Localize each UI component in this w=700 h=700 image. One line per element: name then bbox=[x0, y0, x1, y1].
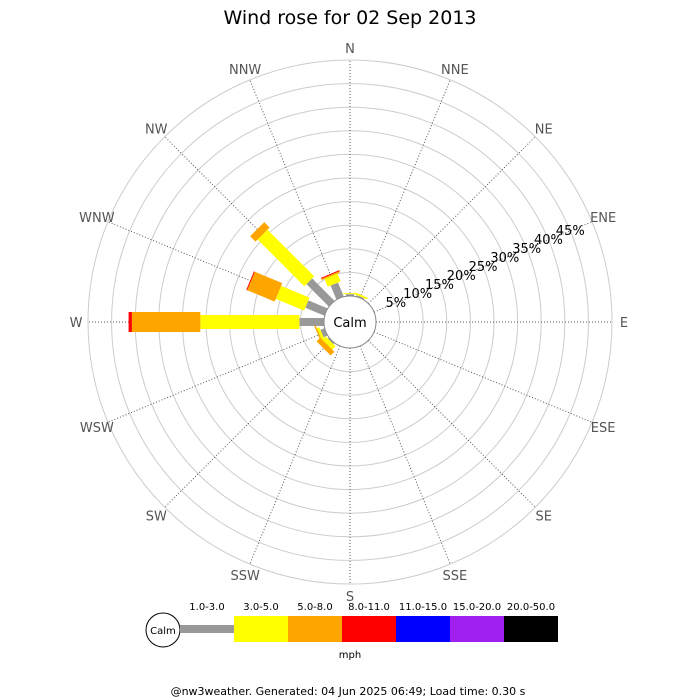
bar-segment bbox=[200, 315, 300, 329]
legend-swatch bbox=[288, 616, 342, 642]
bar-nne bbox=[354, 292, 368, 300]
direction-label-e: E bbox=[620, 316, 628, 331]
spoke-sse bbox=[359, 345, 451, 565]
bar-w bbox=[128, 312, 325, 332]
direction-label-ene: ENE bbox=[590, 211, 616, 226]
legend-bin-label: 11.0-15.0 bbox=[399, 602, 447, 613]
bar-segment bbox=[343, 293, 357, 295]
direction-label-nw: NW bbox=[145, 122, 168, 137]
footer-text: @nw3weather. Generated: 04 Jun 2025 06:4… bbox=[171, 685, 526, 698]
direction-label-ne: NE bbox=[535, 122, 553, 137]
bar-nw bbox=[250, 222, 335, 307]
spoke-ne bbox=[368, 136, 536, 304]
direction-label-n: N bbox=[345, 42, 355, 57]
bar-segment bbox=[320, 270, 340, 279]
direction-label-ese: ESE bbox=[591, 421, 616, 436]
bar-segment bbox=[354, 292, 368, 300]
spoke-ene bbox=[373, 221, 593, 313]
direction-label-w: W bbox=[70, 316, 83, 331]
legend-bin-label: 5.0-8.0 bbox=[297, 602, 332, 613]
spoke-sw bbox=[164, 340, 332, 508]
direction-label-nne: NNE bbox=[441, 63, 469, 78]
bar-sw bbox=[316, 336, 336, 356]
bar-segment bbox=[257, 229, 315, 287]
bar-segment bbox=[321, 271, 341, 281]
bar-segment bbox=[275, 285, 310, 311]
direction-label-nnw: NNW bbox=[229, 63, 261, 78]
legend-swatch bbox=[234, 616, 288, 642]
legend-bin-label: 8.0-11.0 bbox=[348, 602, 390, 613]
direction-label-wsw: WSW bbox=[80, 421, 114, 436]
ring-label: 35% bbox=[512, 242, 541, 257]
bar-segment bbox=[327, 337, 335, 345]
bar-segment bbox=[128, 312, 132, 332]
calm-label: Calm bbox=[333, 316, 366, 331]
bar-segment bbox=[299, 318, 325, 326]
bar-nnw bbox=[320, 270, 344, 300]
spoke-nnw bbox=[249, 79, 341, 299]
direction-label-sw: SW bbox=[146, 510, 167, 525]
ring-labels: 5%10%15%20%25%30%35%40%45% bbox=[386, 224, 585, 311]
spoke-wsw bbox=[107, 331, 327, 423]
direction-labels: N NNE NE ENE E ESE SE SSE S SSW SW WSW W WNW NW NNW bbox=[70, 42, 629, 605]
chart-title: Wind rose for 02 Sep 2013 bbox=[223, 7, 476, 29]
ring-label: 15% bbox=[425, 278, 454, 293]
bar-segment bbox=[356, 295, 365, 300]
legend-calm-label: Calm bbox=[150, 626, 176, 637]
ring-label: 25% bbox=[469, 260, 498, 275]
bar-segment bbox=[131, 312, 201, 332]
speed-legend: Calm 1.0-3.0 3.0-5.0 5.0-8.0 8.0-11.0 11.0-15… bbox=[145, 602, 558, 661]
legend-unit: mph bbox=[339, 650, 361, 661]
legend-swatch bbox=[504, 616, 558, 642]
ring-label: 20% bbox=[447, 269, 476, 284]
grid-ring bbox=[111, 83, 589, 561]
grid-ring bbox=[87, 59, 613, 585]
ring-label: 45% bbox=[556, 224, 585, 239]
legend-swatch bbox=[342, 616, 396, 642]
bar-segment bbox=[316, 327, 325, 342]
spoke-ese bbox=[373, 331, 593, 423]
bar-wnw bbox=[246, 271, 328, 316]
bar-segment bbox=[250, 222, 270, 242]
direction-label-se: SE bbox=[536, 510, 552, 525]
direction-label-sse: SSE bbox=[442, 569, 467, 584]
bar-segment bbox=[320, 328, 328, 338]
legend-bin-label: 1.0-3.0 bbox=[189, 602, 224, 613]
bar-segment bbox=[346, 294, 354, 296]
spoke-ssw bbox=[249, 345, 341, 565]
ring-label: 5% bbox=[386, 296, 407, 311]
legend-swatch bbox=[396, 616, 450, 642]
legend-bin-label: 15.0-20.0 bbox=[453, 602, 501, 613]
wind-bars bbox=[128, 222, 368, 356]
direction-label-ssw: SSW bbox=[230, 569, 260, 584]
bar-segment bbox=[246, 271, 255, 291]
bar-segment bbox=[306, 278, 335, 307]
spoke-se bbox=[368, 340, 536, 508]
legend-bin-label: 3.0-5.0 bbox=[243, 602, 278, 613]
ring-label: 30% bbox=[490, 251, 519, 266]
bar-segment bbox=[247, 271, 283, 302]
spoke-nne bbox=[359, 79, 451, 299]
ring-label: 10% bbox=[403, 287, 432, 302]
calm-circle bbox=[323, 295, 377, 349]
legend-bin-label: 20.0-50.0 bbox=[507, 602, 555, 613]
bar-segment bbox=[305, 300, 328, 316]
direction-label-wnw: WNW bbox=[79, 211, 115, 226]
bar-segment bbox=[324, 273, 341, 287]
bar-segment bbox=[316, 337, 335, 356]
ring-label: 40% bbox=[534, 233, 563, 248]
legend-swatch bbox=[450, 616, 504, 642]
bar-n bbox=[343, 293, 357, 296]
bar-segment bbox=[330, 282, 344, 300]
bar-segment bbox=[322, 336, 336, 350]
direction-label-s: S bbox=[346, 590, 354, 605]
legend-swatch bbox=[180, 625, 234, 633]
